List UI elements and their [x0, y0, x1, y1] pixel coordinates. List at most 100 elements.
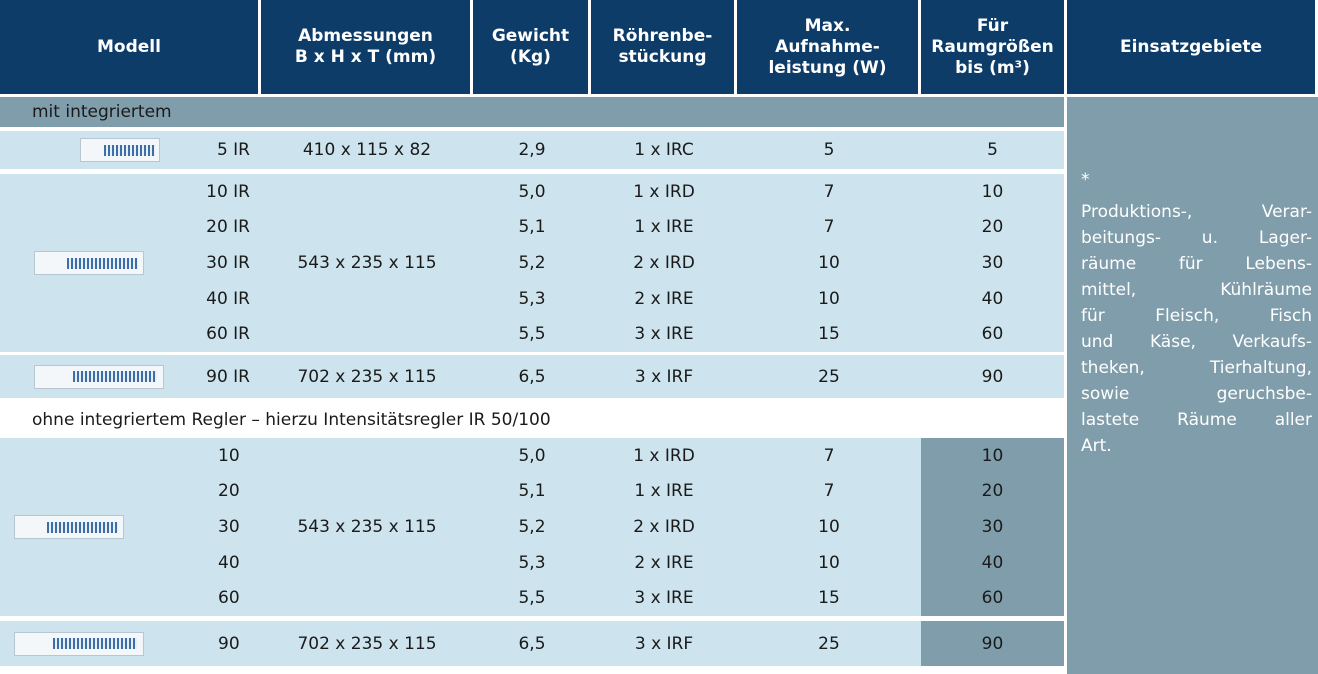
room-size: 10 [921, 174, 1064, 210]
dimensions: 702 x 235 x 115 [261, 355, 473, 398]
weight: 5,0 [473, 438, 591, 474]
weight: 5,3 [473, 281, 591, 317]
header-line: Gewicht [492, 26, 569, 47]
model: 30 [170, 509, 250, 545]
section-title: ohne integriertem Regler – hierzu Intens… [0, 402, 1064, 437]
model: 60 IR [170, 316, 250, 352]
tubes: 1 x IRE [591, 474, 737, 510]
icon-grille [104, 145, 155, 156]
model: 30 IR [170, 245, 250, 281]
header-cell: Gewicht(Kg) [473, 0, 588, 94]
notes-cell: * Produktions-, Verar-beitungs- u. Lager-… [1067, 97, 1318, 674]
icon-grille [47, 522, 117, 533]
power: 10 [737, 281, 921, 317]
weight: 5,5 [473, 580, 591, 616]
power: 7 [737, 210, 921, 246]
weight: 5,2 [473, 245, 591, 281]
page: {"header": {"columns": [["Modell"], ["Ab… [0, 0, 1318, 674]
note-marker: * [1081, 167, 1312, 193]
product-icon [34, 251, 144, 275]
header-line: B x H x T (mm) [295, 47, 436, 68]
room-size: 30 [921, 509, 1064, 545]
power: 25 [737, 621, 921, 666]
note-line: und Käse, Verkaufs- [1081, 329, 1312, 355]
room-size: 30 [921, 245, 1064, 281]
model: 20 [170, 474, 250, 510]
header-line: Modell [97, 37, 161, 58]
room-size: 40 [921, 281, 1064, 317]
model: 90 IR [170, 355, 250, 398]
header-line: Für [977, 16, 1008, 37]
room-size: 10 [921, 438, 1064, 474]
dimensions: 543 x 235 x 115 [261, 174, 473, 352]
header-line: Aufnahme- [775, 37, 880, 58]
icon-grille [53, 638, 136, 649]
header-line: Einsatzgebiete [1120, 37, 1262, 58]
weight: 5,0 [473, 174, 591, 210]
header-line: Röhrenbe- [613, 26, 713, 47]
room-size: 40 [921, 545, 1064, 581]
icon-grille [67, 258, 137, 269]
model: 5 IR [170, 131, 250, 169]
header-line: stückung [618, 47, 706, 68]
header-line: bis (m³) [955, 58, 1030, 79]
power: 7 [737, 474, 921, 510]
room-size: 90 [921, 355, 1064, 398]
power: 10 [737, 245, 921, 281]
icon-grille [73, 371, 156, 382]
header-cell: Röhrenbe-stückung [591, 0, 734, 94]
power: 15 [737, 316, 921, 352]
dimensions: 410 x 115 x 82 [261, 131, 473, 169]
weight: 5,3 [473, 545, 591, 581]
header-line: Max. [805, 16, 851, 37]
power: 10 [737, 509, 921, 545]
header-cell: Einsatzgebiete [1067, 0, 1315, 94]
weight: 5,5 [473, 316, 591, 352]
note-line: räume für Lebens- [1081, 251, 1312, 277]
note-line: mittel, Kühlräume [1081, 277, 1312, 303]
tubes: 1 x IRE [591, 210, 737, 246]
tubes: 3 x IRE [591, 316, 737, 352]
tubes: 3 x IRF [591, 621, 737, 666]
note-line: Produktions-, Verar- [1081, 199, 1312, 225]
room-size: 20 [921, 210, 1064, 246]
power: 15 [737, 580, 921, 616]
power: 7 [737, 174, 921, 210]
model: 10 [170, 438, 250, 474]
section-title: mit integriertem [0, 97, 1064, 127]
power: 25 [737, 355, 921, 398]
tubes: 1 x IRC [591, 131, 737, 169]
note-line: theken, Tierhaltung, [1081, 355, 1312, 381]
weight: 6,5 [473, 621, 591, 666]
note-line: beitungs- u. Lager- [1081, 225, 1312, 251]
power: 7 [737, 438, 921, 474]
note-line: lastete Räume aller [1081, 407, 1312, 433]
tubes: 3 x IRE [591, 580, 737, 616]
note-line: Art. [1081, 433, 1312, 459]
product-icon [14, 632, 144, 656]
product-icon [80, 138, 160, 162]
tubes: 1 x IRD [591, 438, 737, 474]
header-line: Abmessungen [298, 26, 433, 47]
product-icon [34, 365, 164, 389]
room-size: 60 [921, 580, 1064, 616]
header-line: leistung (W) [768, 58, 886, 79]
tubes: 3 x IRF [591, 355, 737, 398]
header-cell: Max.Aufnahme-leistung (W) [737, 0, 918, 94]
dimensions: 543 x 235 x 115 [261, 438, 473, 616]
room-size: 60 [921, 316, 1064, 352]
model: 20 IR [170, 210, 250, 246]
header-line: Raumgrößen [931, 37, 1053, 58]
power: 10 [737, 545, 921, 581]
weight: 5,1 [473, 474, 591, 510]
header-line: (Kg) [510, 47, 551, 68]
model: 40 [170, 545, 250, 581]
model: 60 [170, 580, 250, 616]
tubes: 2 x IRE [591, 281, 737, 317]
model: 90 [170, 621, 250, 666]
tubes: 2 x IRE [591, 545, 737, 581]
power: 5 [737, 131, 921, 169]
tubes: 2 x IRD [591, 509, 737, 545]
